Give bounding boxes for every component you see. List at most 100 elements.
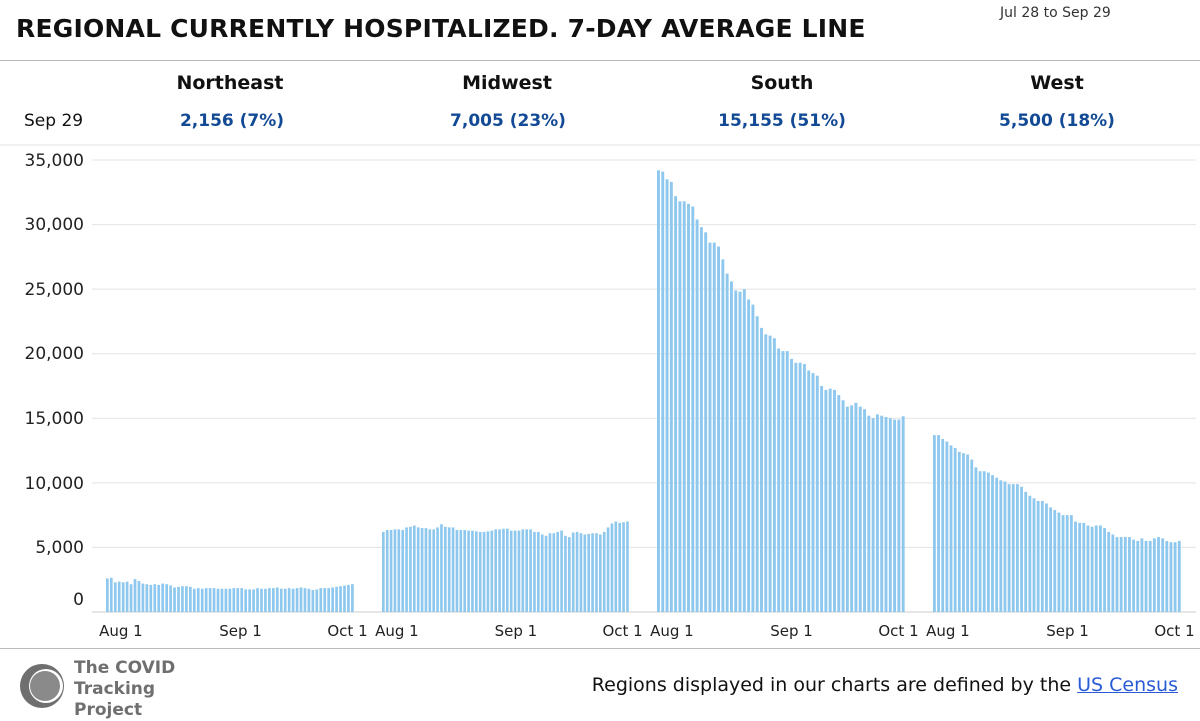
bar-midwest bbox=[389, 529, 393, 612]
bar-midwest bbox=[475, 531, 478, 612]
bar-midwest bbox=[486, 531, 490, 612]
bar-west bbox=[1103, 528, 1106, 612]
bar-midwest bbox=[579, 533, 583, 612]
bar-west bbox=[1049, 507, 1053, 612]
x-tick-label: Oct 1 bbox=[327, 622, 367, 640]
bar-west bbox=[1169, 542, 1173, 612]
bar-northeast bbox=[299, 587, 303, 612]
bar-west bbox=[1036, 500, 1040, 612]
bar-northeast bbox=[268, 588, 271, 612]
bar-west bbox=[1144, 540, 1148, 612]
bar-west bbox=[1057, 512, 1061, 612]
bar-midwest bbox=[537, 531, 540, 612]
bar-midwest bbox=[463, 529, 467, 612]
y-tick-label: 30,000 bbox=[25, 215, 84, 235]
us-census-link[interactable]: US Census bbox=[1077, 674, 1178, 696]
bar-south bbox=[880, 415, 884, 612]
bar-west bbox=[1107, 531, 1111, 612]
bar-northeast bbox=[200, 588, 204, 612]
bar-northeast bbox=[149, 584, 153, 612]
date-range: Jul 28 to Sep 29 bbox=[1000, 5, 1111, 21]
bar-south bbox=[841, 400, 845, 612]
bar-northeast bbox=[244, 589, 248, 612]
bar-northeast bbox=[113, 582, 117, 612]
bar-midwest bbox=[459, 529, 463, 612]
bar-midwest bbox=[432, 529, 436, 612]
y-tick-label: 5,000 bbox=[35, 538, 84, 558]
bar-northeast bbox=[117, 581, 121, 612]
bar-northeast bbox=[351, 584, 354, 612]
bar-midwest bbox=[618, 522, 622, 612]
region-value-midwest: 7,005 (23%) bbox=[450, 111, 566, 131]
bar-south bbox=[691, 206, 695, 613]
bar-northeast bbox=[224, 588, 228, 612]
bar-west bbox=[1161, 538, 1165, 612]
bar-northeast bbox=[287, 588, 291, 612]
bar-south bbox=[828, 388, 832, 612]
bar-west bbox=[1007, 484, 1011, 612]
bar-midwest bbox=[533, 531, 536, 612]
bar-northeast bbox=[165, 584, 168, 612]
bar-midwest bbox=[502, 528, 505, 612]
bar-south bbox=[815, 375, 819, 612]
bar-south bbox=[682, 201, 686, 612]
bar-midwest bbox=[405, 527, 408, 612]
bar-south bbox=[824, 389, 828, 612]
bar-west bbox=[1045, 503, 1048, 612]
y-tick-label: 10,000 bbox=[25, 474, 84, 494]
bar-northeast bbox=[177, 586, 180, 612]
bar-northeast bbox=[137, 581, 141, 612]
bar-west bbox=[991, 475, 994, 612]
region-name-west: West bbox=[1030, 72, 1084, 94]
bar-south bbox=[884, 416, 888, 612]
bar-west bbox=[1165, 540, 1169, 612]
bar-south bbox=[777, 348, 781, 612]
bar-south bbox=[669, 181, 673, 612]
bar-northeast bbox=[109, 577, 113, 612]
bar-west bbox=[966, 454, 970, 612]
bar-northeast bbox=[228, 588, 232, 612]
bar-northeast bbox=[208, 588, 212, 612]
region-value-west: 5,500 (18%) bbox=[999, 111, 1115, 131]
bar-midwest bbox=[517, 530, 521, 612]
bar-south bbox=[820, 386, 824, 612]
bar-west bbox=[1157, 537, 1160, 612]
bar-west bbox=[986, 472, 990, 612]
region-name-northeast: Northeast bbox=[176, 72, 284, 94]
bar-west bbox=[1086, 525, 1090, 612]
bar-west bbox=[962, 453, 965, 612]
bar-northeast bbox=[129, 584, 133, 612]
bar-midwest bbox=[610, 523, 614, 612]
bar-northeast bbox=[339, 586, 342, 612]
bar-midwest bbox=[560, 530, 563, 612]
bar-south bbox=[704, 232, 708, 612]
bar-midwest bbox=[552, 533, 556, 612]
bar-south bbox=[893, 419, 897, 612]
y-tick-label: 35,000 bbox=[25, 151, 84, 171]
x-tick-label: Aug 1 bbox=[375, 622, 419, 640]
bar-west bbox=[1152, 538, 1156, 612]
x-tick-label: Aug 1 bbox=[650, 622, 694, 640]
bar-west bbox=[957, 451, 961, 612]
bar-south bbox=[871, 418, 875, 612]
bar-south bbox=[888, 418, 892, 612]
bar-northeast bbox=[327, 588, 331, 612]
bar-south bbox=[725, 273, 729, 612]
covid-tracking-project-logo[interactable]: The COVID Tracking Project bbox=[18, 656, 218, 720]
bar-south bbox=[687, 203, 690, 612]
bar-midwest bbox=[575, 531, 579, 612]
bar-midwest bbox=[447, 527, 451, 612]
bar-south bbox=[833, 389, 836, 612]
bar-west bbox=[1090, 526, 1094, 612]
bar-west bbox=[1111, 534, 1115, 612]
bar-west bbox=[1011, 484, 1015, 612]
bar-south bbox=[721, 259, 725, 612]
bar-midwest bbox=[606, 527, 610, 612]
x-tick-label: Sep 1 bbox=[495, 622, 538, 640]
bar-west bbox=[978, 471, 982, 612]
bar-northeast bbox=[145, 584, 149, 612]
bar-midwest bbox=[622, 522, 625, 612]
bar-northeast bbox=[291, 588, 295, 612]
bar-midwest bbox=[506, 528, 509, 612]
bar-midwest bbox=[571, 532, 575, 612]
